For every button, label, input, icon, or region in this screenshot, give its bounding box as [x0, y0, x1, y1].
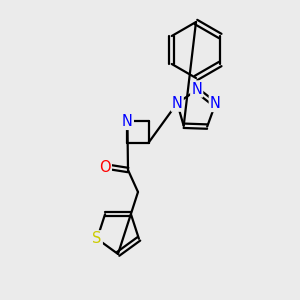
- Text: N: N: [172, 96, 183, 111]
- Text: N: N: [122, 114, 133, 129]
- Text: S: S: [92, 231, 102, 246]
- Text: O: O: [99, 160, 111, 175]
- Text: N: N: [191, 82, 202, 97]
- Text: N: N: [210, 96, 221, 111]
